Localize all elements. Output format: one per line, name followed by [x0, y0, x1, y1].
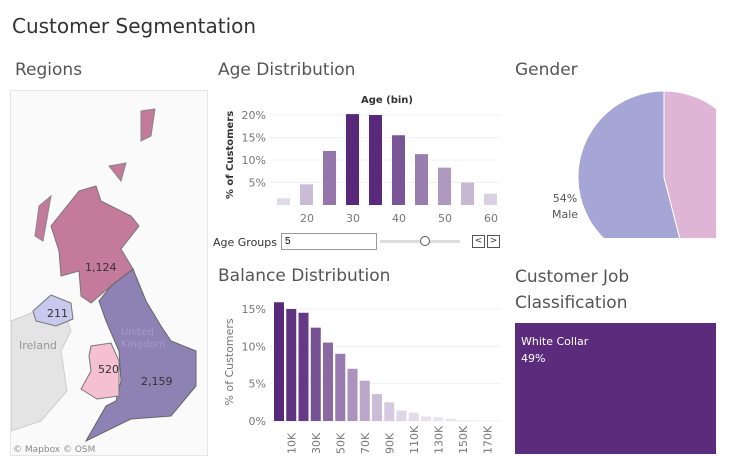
balance-xtick: 10K	[285, 432, 298, 454]
job-tile-white-collar[interactable]: White Collar 49%	[515, 323, 716, 454]
age-xtick: 60	[484, 212, 498, 225]
balance-xtick: 110K	[408, 425, 421, 454]
balance-xtick: 150K	[457, 425, 470, 454]
balance-chart: % of Customers 0% 5% 10% 15% 10K 30K 50K 70K 90K…	[223, 302, 500, 454]
age-bar[interactable]	[300, 184, 313, 205]
age-bar[interactable]	[392, 135, 405, 205]
age-groups-input[interactable]	[281, 233, 377, 250]
balance-bar[interactable]	[372, 394, 382, 421]
age-ytick: 20%	[242, 109, 266, 122]
age-bar[interactable]	[346, 114, 359, 205]
age-groups-label: Age Groups	[213, 236, 277, 249]
age-y-label: % of Customers	[225, 111, 236, 199]
balance-bar[interactable]	[323, 343, 333, 421]
balance-y-label: % of Customers	[223, 318, 236, 405]
balance-bar[interactable]	[421, 417, 431, 421]
age-bar[interactable]	[461, 183, 474, 206]
balance-ytick: 0%	[249, 415, 266, 428]
age-bar[interactable]	[438, 168, 451, 205]
balance-title: Balance Distribution	[218, 266, 390, 286]
balance-ytick: 10%	[242, 340, 266, 353]
age-groups-slider[interactable]	[380, 240, 460, 243]
balance-ytick: 5%	[249, 378, 266, 391]
age-xtick: 50	[438, 212, 452, 225]
balance-xtick: 170K	[481, 425, 494, 454]
prev-button[interactable]: <	[472, 235, 485, 248]
balance-xtick: 50K	[334, 432, 347, 454]
male-label: Male	[552, 207, 578, 223]
balance-bar[interactable]	[446, 419, 456, 421]
age-bar[interactable]	[415, 154, 428, 205]
job-title-line2: Classification	[515, 290, 629, 316]
balance-xtick: 30K	[310, 432, 323, 454]
age-axis-title: Age (bin)	[361, 95, 413, 106]
age-bar[interactable]	[323, 151, 336, 205]
balance-bar[interactable]	[397, 411, 407, 421]
next-button[interactable]: >	[487, 235, 500, 248]
age-xtick: 30	[346, 212, 360, 225]
gender-pie[interactable]	[578, 91, 736, 263]
balance-bar[interactable]	[433, 417, 443, 421]
age-bar[interactable]	[484, 194, 497, 205]
job-title-line1: Customer Job	[515, 264, 629, 290]
age-bar[interactable]	[277, 198, 290, 205]
balance-bar[interactable]	[299, 313, 309, 421]
balance-bar[interactable]	[335, 354, 345, 421]
balance-bar[interactable]	[348, 369, 358, 421]
slider-knob[interactable]	[420, 236, 430, 246]
balance-xtick: 130K	[432, 425, 445, 454]
age-ytick: 5%	[249, 177, 266, 190]
age-bar[interactable]	[369, 115, 382, 205]
balance-bar[interactable]	[458, 420, 468, 421]
age-ytick: 15%	[242, 132, 266, 145]
balance-bar[interactable]	[286, 309, 296, 421]
job-tile-label: White Collar	[521, 333, 710, 350]
balance-xtick: 90K	[383, 432, 396, 454]
age-ytick: 10%	[242, 154, 266, 167]
balance-bar[interactable]	[384, 402, 394, 421]
balance-bar[interactable]	[311, 328, 321, 421]
balance-bar[interactable]	[409, 413, 419, 421]
age-chart: Age (bin) % of Customers 5% 10% 15% 20% 20 30…	[225, 95, 500, 225]
job-tile-pct: 49%	[521, 350, 710, 367]
balance-bar[interactable]	[360, 381, 370, 421]
male-pct-label: 54%	[552, 191, 578, 207]
balance-xtick: 70K	[359, 432, 372, 454]
balance-bar[interactable]	[274, 302, 284, 421]
balance-ytick: 15%	[242, 303, 266, 316]
gender-title: Gender	[515, 60, 578, 80]
age-xtick: 20	[300, 212, 314, 225]
age-xtick: 40	[392, 212, 406, 225]
